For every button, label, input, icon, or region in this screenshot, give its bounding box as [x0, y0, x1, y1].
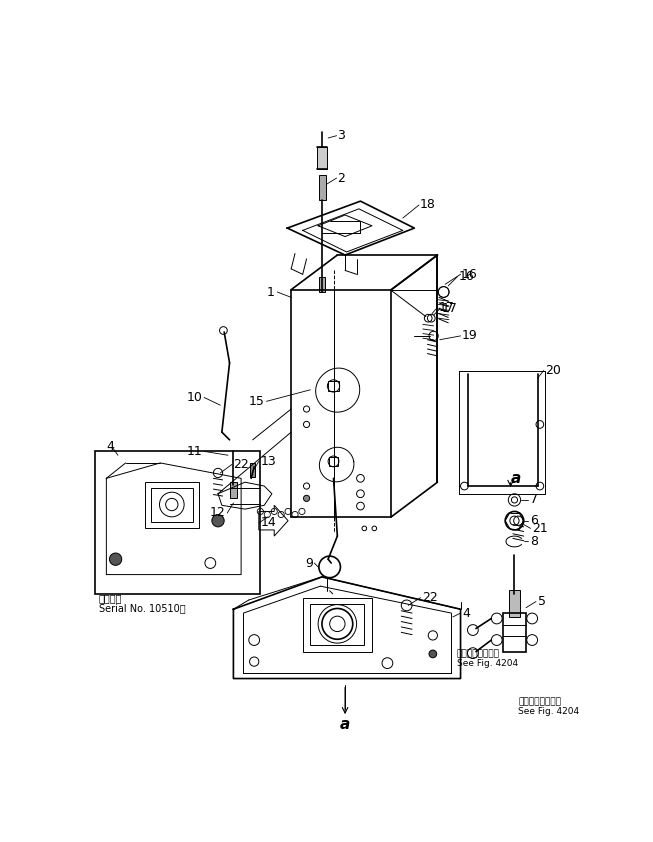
Text: 10: 10 [187, 391, 202, 404]
Bar [95, 451, 261, 594]
Bar [329, 456, 338, 466]
Circle shape [304, 495, 310, 502]
Text: 5: 5 [537, 595, 545, 608]
Bar [503, 613, 526, 652]
Text: 第４２０４図参照: 第４２０４図参照 [518, 697, 562, 706]
Text: 7: 7 [530, 493, 538, 506]
Bar [151, 488, 193, 522]
Text: 21: 21 [532, 522, 548, 535]
Text: 12: 12 [210, 507, 226, 520]
Text: 9: 9 [305, 557, 313, 569]
Bar [310, 604, 364, 646]
Text: See Fig. 4204: See Fig. 4204 [518, 707, 579, 717]
Circle shape [110, 553, 121, 565]
Bar [328, 381, 339, 392]
Text: 2: 2 [338, 172, 345, 184]
Text: 4: 4 [462, 606, 470, 620]
Bar [303, 598, 372, 652]
Text: 16: 16 [462, 268, 478, 280]
Text: 14: 14 [261, 516, 276, 530]
Text: 4: 4 [106, 440, 114, 452]
Text: 第４２０４図参照: 第４２０４図参照 [456, 649, 500, 658]
Text: 11: 11 [187, 445, 202, 458]
Text: 22: 22 [233, 458, 249, 471]
Text: 1: 1 [266, 285, 274, 299]
Bar [317, 147, 326, 168]
Circle shape [212, 514, 224, 527]
Bar [509, 590, 520, 617]
Text: 22: 22 [422, 591, 438, 605]
Text: 3: 3 [338, 129, 345, 142]
Text: 18: 18 [420, 199, 436, 211]
Text: See Fig. 4204: See Fig. 4204 [456, 658, 518, 668]
Text: 17: 17 [441, 302, 457, 316]
Text: 8: 8 [530, 535, 538, 548]
Bar [319, 277, 325, 292]
Bar [319, 175, 326, 200]
Text: 13: 13 [261, 455, 276, 468]
Text: 16: 16 [459, 270, 475, 283]
Text: a: a [340, 717, 350, 733]
Text: 15: 15 [248, 395, 264, 408]
Text: 19: 19 [462, 329, 478, 343]
Text: 17: 17 [439, 301, 455, 314]
Bar [249, 463, 255, 477]
Text: a: a [511, 471, 521, 486]
Text: 6: 6 [530, 514, 537, 527]
Bar [230, 482, 237, 498]
Text: Serial No. 10510～: Serial No. 10510～ [99, 603, 185, 613]
Bar [145, 482, 199, 529]
Text: 20: 20 [545, 364, 561, 377]
Circle shape [429, 650, 437, 658]
Text: 適用号機: 適用号機 [99, 593, 122, 603]
